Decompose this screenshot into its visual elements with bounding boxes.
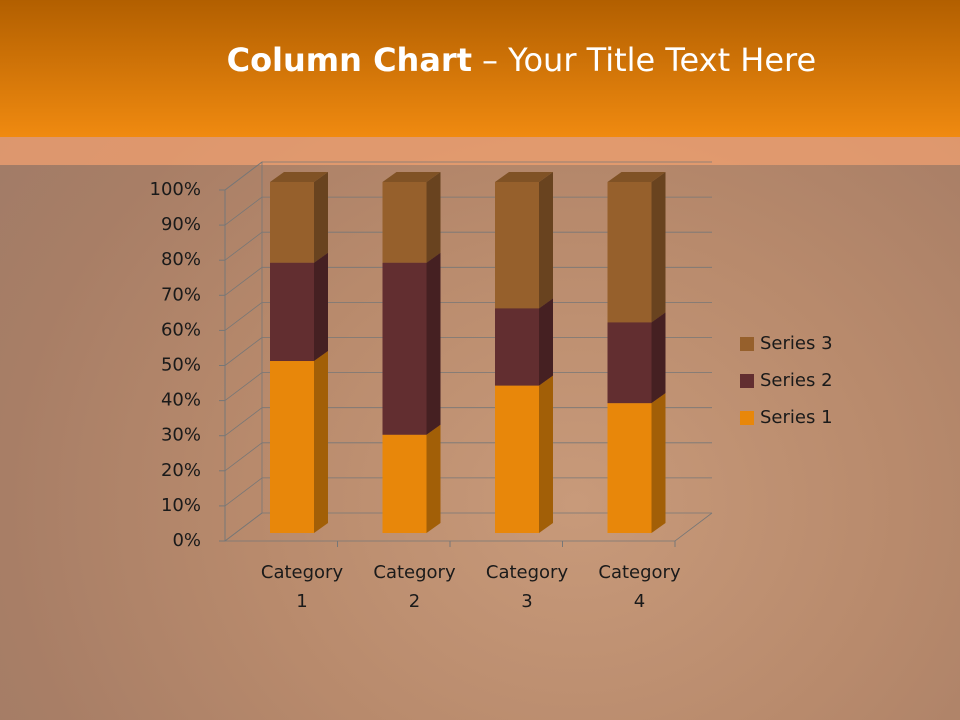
bar-side <box>426 172 441 263</box>
x-tick-label-line: 4 <box>634 591 645 612</box>
x-tick-label: Category 3 <box>486 562 569 612</box>
x-tick-label-line: Category <box>261 562 344 583</box>
grid-line-side <box>224 337 263 366</box>
bar-side <box>314 172 328 263</box>
bar-top <box>495 172 553 182</box>
y-tick-label: 20% <box>161 460 201 481</box>
bar-side <box>651 312 666 404</box>
bar-side <box>314 252 328 362</box>
bar-top <box>382 172 441 182</box>
bar-side <box>539 375 553 533</box>
bar-front <box>270 361 314 533</box>
grid-line-side <box>224 372 263 401</box>
header-band <box>0 0 960 137</box>
bar <box>382 172 441 263</box>
grid-line-side <box>224 407 263 437</box>
bar <box>607 172 666 323</box>
grid-line <box>224 161 712 191</box>
x-tick-label-line: 1 <box>296 591 307 612</box>
bar-front <box>607 322 652 404</box>
grid-line-side <box>224 302 263 331</box>
legend-swatch <box>740 374 754 388</box>
y-tick-label: 10% <box>161 495 201 516</box>
legend-label: Series 3 <box>760 333 833 354</box>
y-tick-label: 30% <box>161 425 201 446</box>
x-tick-label: Category 1 <box>261 562 344 612</box>
bar-front <box>607 182 652 323</box>
chart-title: Column Chart <box>227 41 472 79</box>
grid-line-side <box>224 512 263 542</box>
y-tick-label: 60% <box>161 319 201 340</box>
bar-front <box>495 308 539 386</box>
bar-front <box>382 262 427 435</box>
y-tick-label: 0% <box>172 530 201 551</box>
y-tick-label: 90% <box>161 214 201 235</box>
legend-swatch <box>740 411 754 425</box>
bar-front <box>382 182 427 263</box>
bar-side <box>539 172 553 309</box>
y-tick-label: 50% <box>161 355 201 376</box>
y-tick-label: 100% <box>150 179 201 200</box>
legend-swatch <box>740 337 754 351</box>
bar <box>270 252 328 362</box>
bar <box>270 351 328 533</box>
bar-front <box>495 385 539 533</box>
y-tick-label: 40% <box>161 390 201 411</box>
header-strip <box>0 137 960 165</box>
bar-side <box>539 298 553 386</box>
x-tick-label-line: Category <box>373 562 456 583</box>
chart-subtitle: – Your Title Text Here <box>482 41 816 79</box>
grid-line-side <box>224 231 263 261</box>
bar <box>607 393 666 533</box>
y-tick-label: 80% <box>161 249 201 270</box>
bar-side <box>426 252 441 435</box>
x-tick-label: Category 4 <box>598 562 681 612</box>
bar <box>495 172 553 309</box>
grid-line-side <box>224 196 263 226</box>
x-tick-label: Category 2 <box>373 562 456 612</box>
y-tick-label: 70% <box>161 284 201 305</box>
bar-front <box>270 262 314 362</box>
bar-side <box>426 424 441 533</box>
grid-line-side <box>224 442 263 472</box>
bar-side <box>651 393 666 533</box>
grid-line-side <box>224 266 263 296</box>
bar-top <box>607 172 666 182</box>
legend-label: Series 1 <box>760 407 833 428</box>
bar-side <box>314 351 328 533</box>
x-tick-label-line: 3 <box>521 591 532 612</box>
x-tick-label-line: 2 <box>409 591 420 612</box>
bar-top <box>270 172 328 182</box>
bar-side <box>651 172 666 323</box>
bar <box>607 312 666 404</box>
legend-label: Series 2 <box>760 370 833 391</box>
grid-line-side <box>224 477 263 507</box>
x-tick-label-line: Category <box>486 562 569 583</box>
x-tick-label-line: Category <box>598 562 681 583</box>
grid-line-side <box>224 161 263 191</box>
bar-front <box>607 403 652 533</box>
bar <box>495 375 553 533</box>
bar-front <box>382 434 427 533</box>
bar <box>270 172 328 263</box>
bar <box>382 424 441 533</box>
bar <box>495 298 553 386</box>
bar-front <box>495 182 539 309</box>
bar-front <box>270 182 314 263</box>
bar <box>382 252 441 435</box>
